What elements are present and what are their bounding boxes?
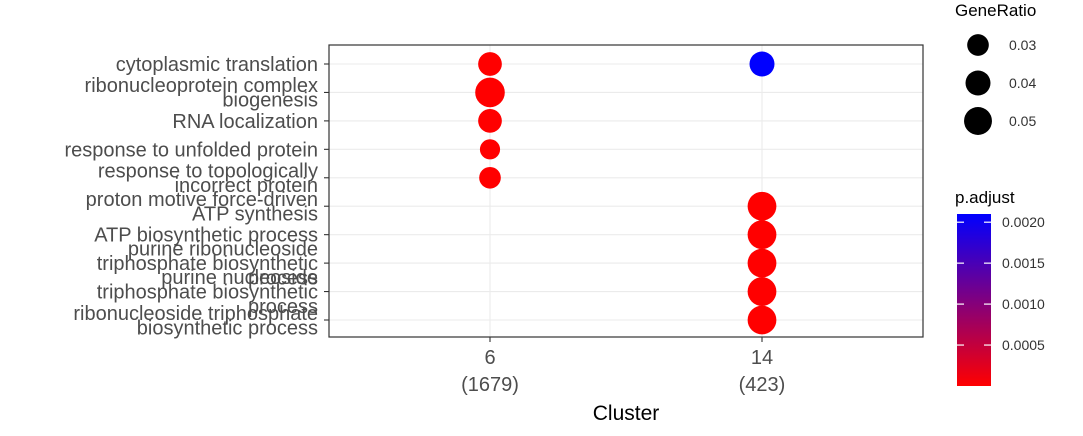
size-legend-title: GeneRatio: [955, 1, 1036, 20]
color-legend-label: 0.0020: [1002, 214, 1045, 230]
y-tick-label: RNA localization: [172, 111, 318, 133]
size-legend-key: [965, 70, 991, 96]
y-tick-label-line: biogenesis: [222, 90, 318, 112]
y-tick-label: response to unfolded protein: [64, 139, 318, 161]
data-point: [747, 305, 777, 335]
y-tick-label: ribonucleoside triphosphate biosynthetic …: [73, 303, 318, 340]
y-axis-labels: cytoplasmic translationribonucleoprotein…: [64, 54, 329, 339]
y-tick-label: proton motive force-driven ATP synthesis: [86, 189, 318, 226]
color-legend-title: p.adjust: [955, 188, 1015, 207]
y-tick-label-line: process: [248, 296, 318, 318]
data-point: [478, 52, 502, 76]
y-tick-label: cytoplasmic translation: [116, 54, 318, 76]
size-legend: GeneRatio 0.03 0.04 0.05: [955, 1, 1036, 135]
y-tick-label: ATP biosynthetic process: [94, 225, 318, 247]
y-tick-label-line: ATP biosynthetic process: [94, 225, 318, 247]
data-point: [475, 77, 505, 108]
y-tick-label-line: biosynthetic process: [137, 317, 318, 339]
y-tick-label-line: purine nucleoside: [161, 267, 318, 289]
y-tick-label-line: incorrect protein: [175, 175, 318, 197]
y-tick-label-line: proton motive force-driven: [86, 189, 318, 211]
data-point: [479, 139, 501, 160]
x-tick-label: 6: [484, 347, 495, 369]
size-legend-label: 0.03: [1009, 37, 1036, 53]
size-legend-label: 0.05: [1009, 113, 1036, 129]
y-tick-label-line: RNA localization: [172, 111, 318, 133]
plot-panel: [328, 44, 924, 338]
y-tick-label: response to topologically incorrect prote…: [98, 161, 318, 198]
data-point: [747, 220, 777, 250]
y-tick-label-line: triphosphate biosynthetic: [97, 282, 318, 304]
y-tick-label-line: cytoplasmic translation: [116, 54, 318, 76]
data-point: [747, 191, 777, 221]
color-legend: p.adjust 0.0005 0.0010 0.0015 0.0020: [955, 188, 1045, 386]
color-legend-bar: [957, 214, 991, 386]
data-point: [747, 277, 777, 306]
y-tick-label-line: triphosphate biosynthetic: [97, 253, 318, 275]
y-tick-label: purine nucleoside triphosphate biosynthet…: [97, 267, 318, 318]
data-point: [749, 51, 775, 77]
y-tick-label-line: purine ribonucleoside: [128, 239, 318, 261]
data-point: [747, 248, 777, 278]
data-points: [475, 51, 777, 335]
y-tick-label-line: response to unfolded protein: [64, 139, 318, 161]
y-tick-label: ribonucleoprotein complex biogenesis: [85, 75, 318, 112]
color-legend-label: 0.0015: [1002, 255, 1045, 271]
color-legend-label: 0.0005: [1002, 337, 1045, 353]
size-legend-label: 0.04: [1009, 75, 1036, 91]
color-legend-label: 0.0010: [1002, 296, 1045, 312]
x-tick-label: 14: [751, 347, 773, 369]
y-tick-label-line: process: [248, 268, 318, 290]
grid-lines: [329, 45, 923, 337]
y-tick-label-line: ribonucleoside triphosphate: [73, 303, 318, 325]
data-point: [479, 166, 501, 189]
x-axis-title: Cluster: [593, 402, 660, 425]
x-tick-count-label: (1679): [461, 374, 519, 396]
data-point: [478, 109, 502, 133]
y-tick-label-line: response to topologically: [98, 161, 318, 183]
x-axis-labels: 6 (1679) 14 (423): [461, 337, 785, 396]
y-tick-label-line: ATP synthesis: [192, 203, 318, 225]
y-tick-label-line: ribonucleoprotein complex: [85, 75, 318, 97]
size-legend-key: [967, 34, 989, 56]
x-tick-count-label: (423): [739, 374, 786, 396]
size-legend-key: [964, 107, 992, 135]
y-tick-label: purine ribonucleoside triphosphate biosyn…: [97, 239, 318, 290]
